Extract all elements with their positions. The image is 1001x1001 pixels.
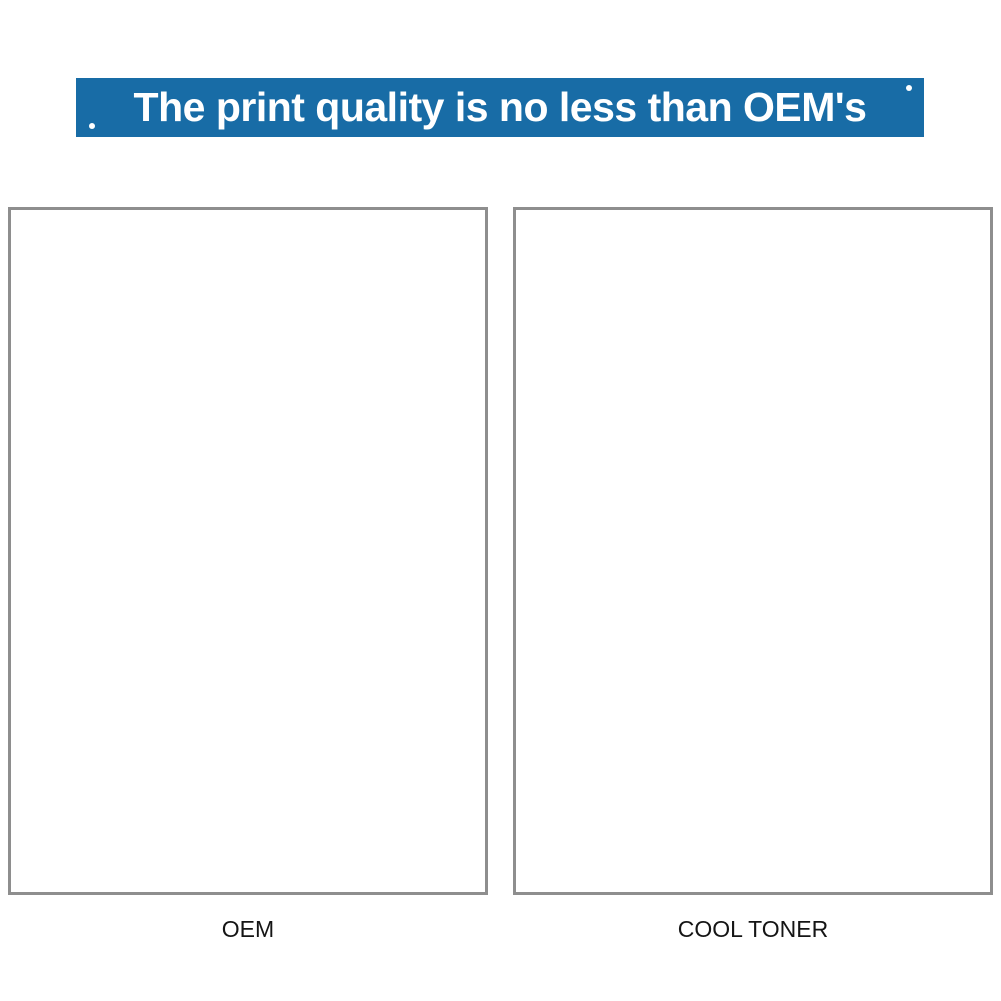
decor-dot-icon [906,85,912,91]
caption-oem: OEM [221,916,275,942]
panel-oem: Outcomes continued Out of 99¹ attendees … [8,207,488,895]
panel-cooltoner: Outcomes continued Out of 99¹ attendees … [513,207,993,895]
banner: The print quality is no less than OEM's [76,78,924,137]
decor-dot-icon [89,123,95,129]
banner-title: The print quality is no less than OEM's [133,84,867,130]
caption-cooltoner: COOL TONER [677,916,829,942]
